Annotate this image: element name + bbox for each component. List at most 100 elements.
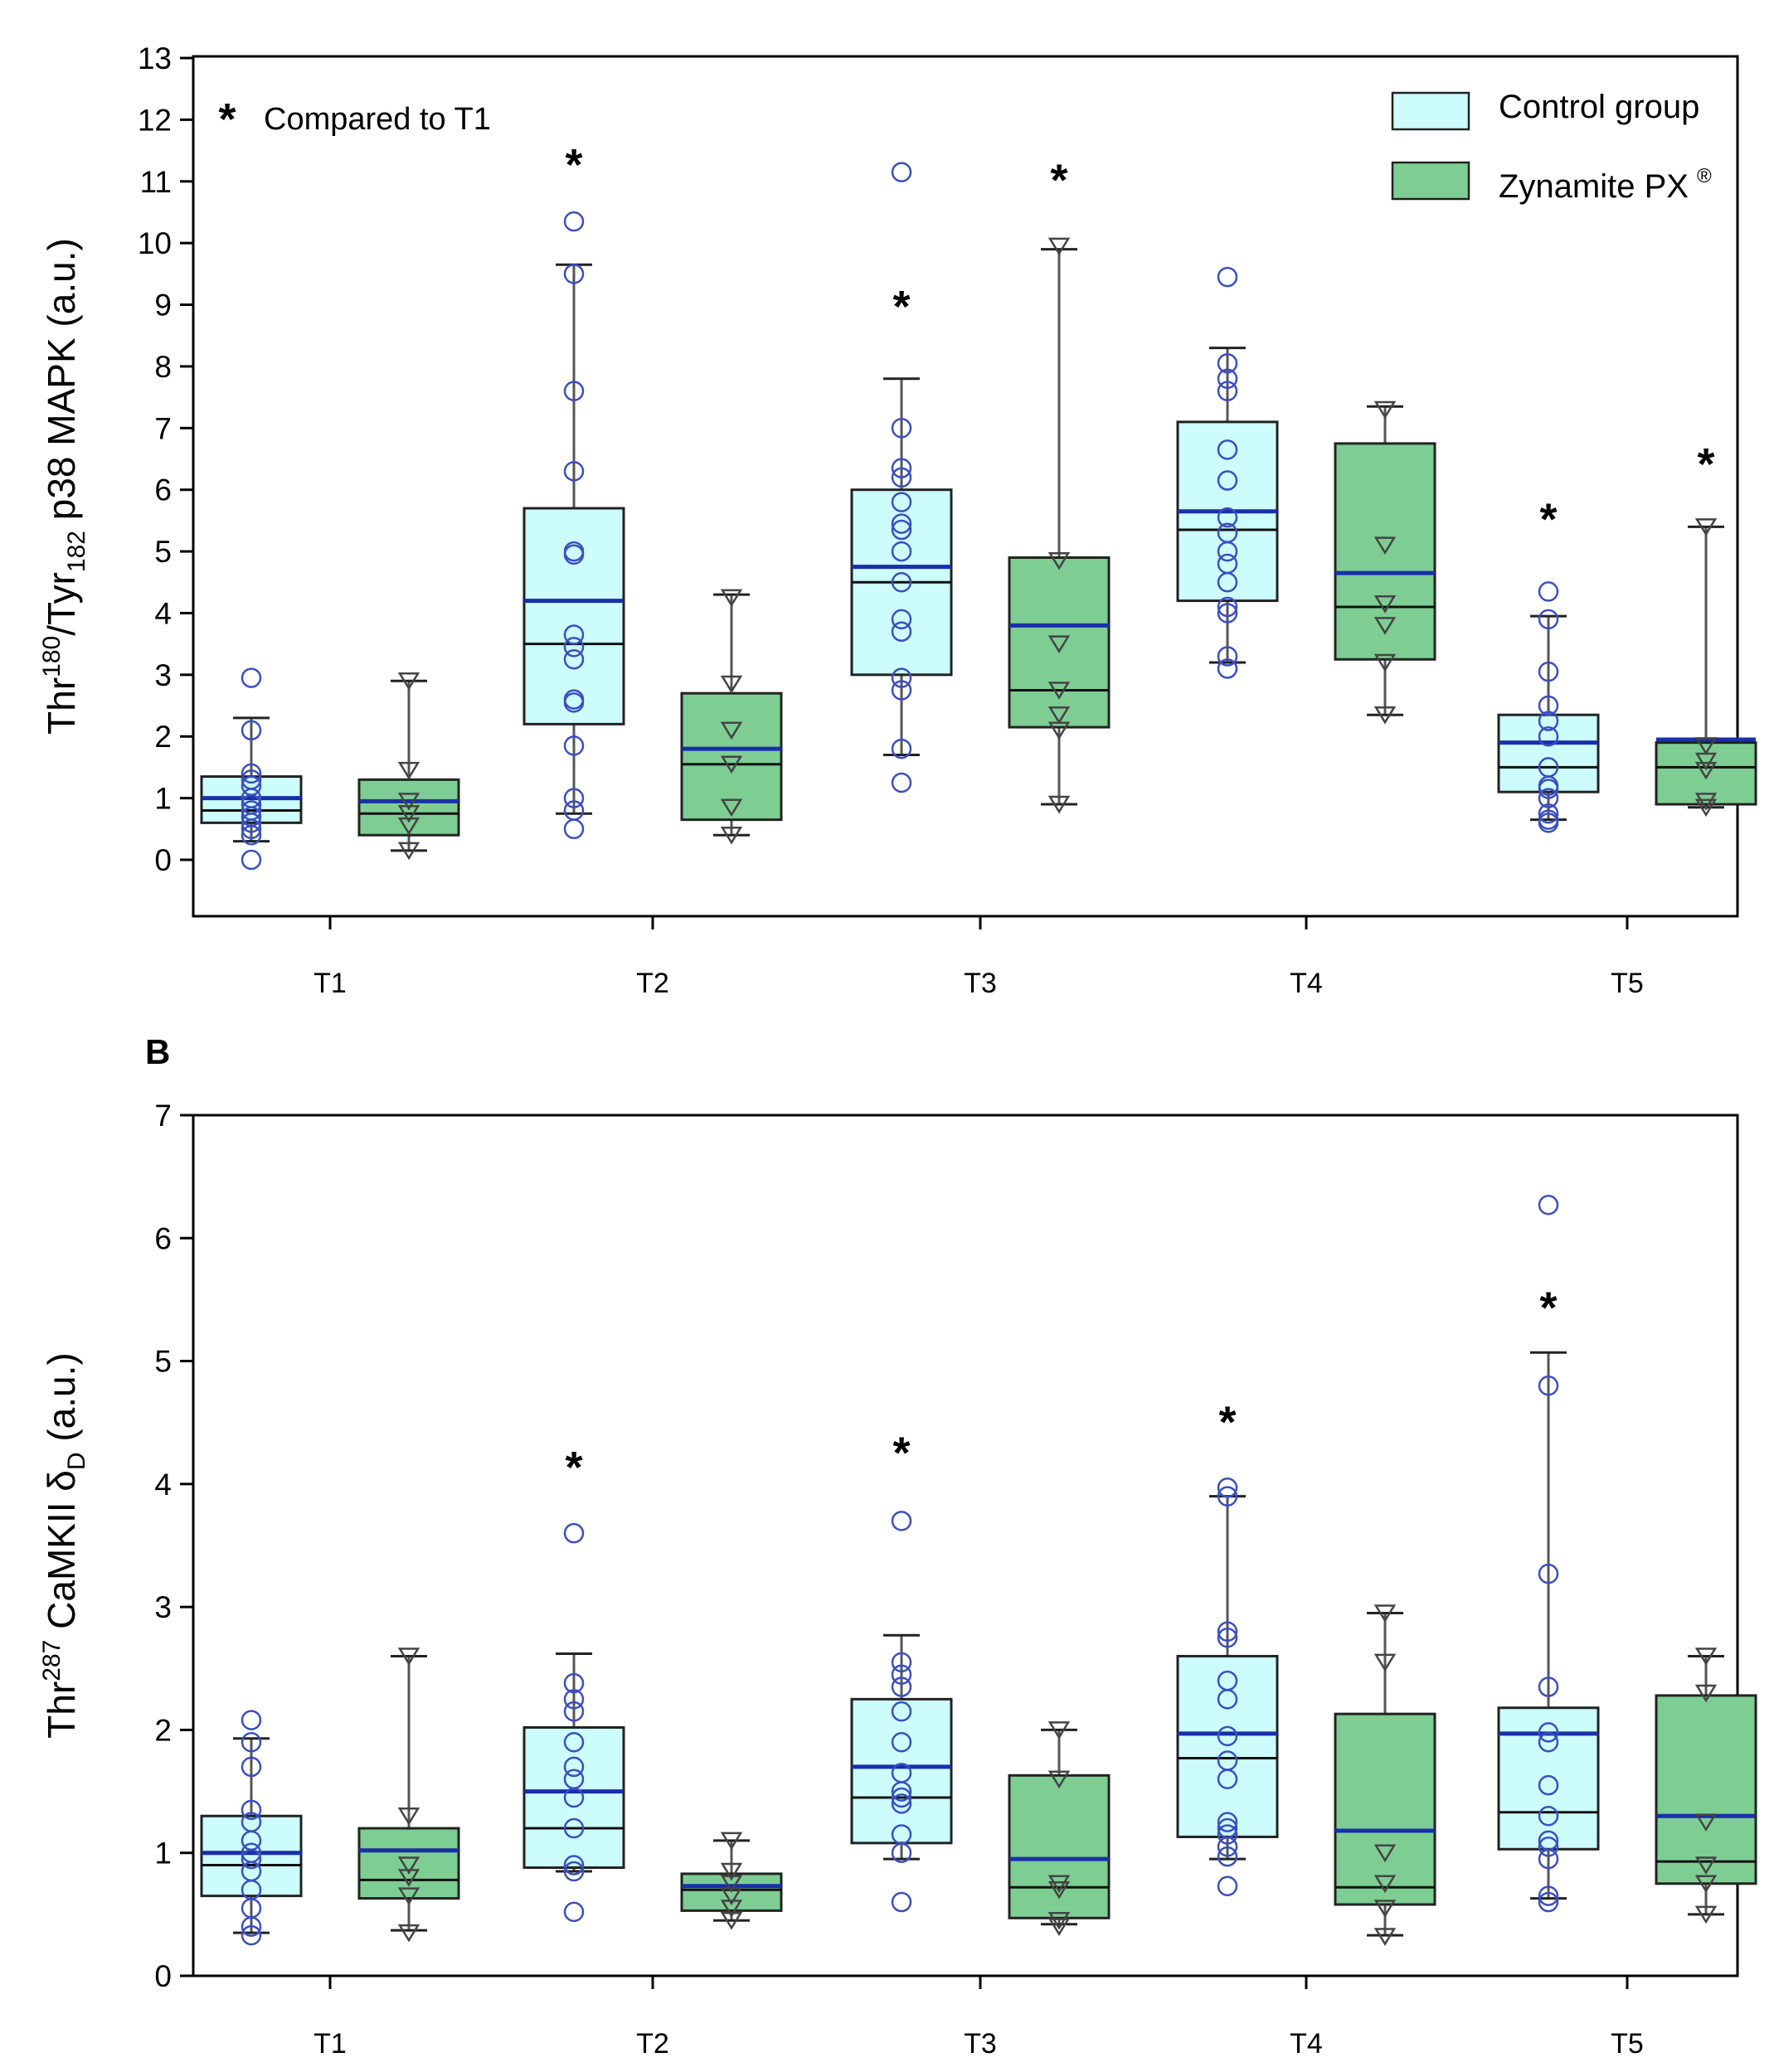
data-point-triangle	[1694, 1905, 1718, 1924]
data-point-circle	[1217, 1875, 1238, 1897]
data-point-circle	[563, 541, 585, 562]
data-point-circle	[1538, 788, 1559, 808]
y-tick-label: 6	[154, 473, 172, 507]
data-point-triangle	[1047, 706, 1071, 725]
significance-star: *	[892, 282, 910, 332]
data-point-circle	[563, 1701, 585, 1722]
data-point-triangle	[1373, 1653, 1397, 1672]
significance-star: *	[1697, 439, 1714, 489]
data-point-triangle	[1373, 595, 1397, 614]
data-point-circle	[563, 1689, 585, 1710]
box-iqr	[1655, 1694, 1757, 1885]
data-point-circle	[563, 1732, 585, 1753]
data-point-circle	[1538, 1774, 1559, 1796]
x-tick-label: T5	[1611, 968, 1644, 999]
data-point-circle	[563, 1672, 585, 1694]
data-point-circle	[563, 788, 585, 808]
data-point-circle	[1217, 553, 1238, 575]
data-point-triangle	[720, 798, 743, 818]
data-point-circle	[891, 162, 912, 182]
data-point-circle	[1217, 1846, 1238, 1867]
x-tick-label: T2	[636, 968, 669, 999]
y-tick-label: 2	[154, 720, 172, 754]
significance-star: *	[1539, 1283, 1557, 1332]
data-point-circle	[1217, 1627, 1238, 1648]
data-point-triangle	[1373, 400, 1397, 420]
data-point-triangle	[1373, 653, 1397, 672]
data-point-circle	[1217, 1670, 1238, 1691]
y-tick-label: 11	[140, 165, 172, 199]
zynamite-box-T3	[1008, 237, 1111, 814]
data-point-triangle	[397, 842, 420, 861]
y-tick-label: 7	[154, 1099, 172, 1133]
data-point-circle	[1538, 725, 1559, 747]
box-iqr	[1176, 1654, 1279, 1838]
zynamite-box-T5	[1655, 518, 1757, 818]
data-point-triangle	[720, 1862, 743, 1881]
data-point-circle	[1538, 1375, 1559, 1396]
data-point-circle	[891, 609, 912, 630]
panel-b-axes: 0 1 2 3 4 5 6 7 T1 T2 T3 T4 T5	[154, 1099, 1643, 2060]
data-point-triangle	[1373, 1900, 1397, 1918]
legend-control-swatch	[1391, 91, 1470, 131]
control-box-T1	[200, 667, 303, 871]
data-point-triangle	[1047, 237, 1071, 256]
data-point-circle	[1217, 1478, 1238, 1498]
legend: * Compared to T1 Control group Zynamite …	[218, 89, 1711, 205]
data-point-triangle	[1047, 1912, 1071, 1930]
significance-star: *	[565, 1443, 582, 1492]
data-point-circle	[241, 1710, 262, 1730]
y-axis-title-part: (a.u.)	[40, 1352, 83, 1452]
control-box-T5	[1497, 581, 1600, 833]
data-point-circle	[1217, 603, 1238, 624]
data-point-triangle	[1694, 761, 1718, 780]
data-point-circle	[563, 1522, 585, 1544]
data-point-circle	[1217, 522, 1238, 544]
box-iqr	[200, 1814, 303, 1898]
data-point-circle	[563, 1861, 585, 1882]
zynamite-box-T4	[1334, 1604, 1436, 1946]
data-point-circle	[563, 649, 585, 670]
y-axis-title-part: D	[63, 1452, 90, 1470]
y-tick-label: 9	[154, 289, 172, 323]
data-point-circle	[891, 667, 912, 688]
box-iqr	[357, 1827, 460, 1900]
data-point-circle	[241, 720, 262, 741]
legend-control-label: Control group	[1499, 89, 1699, 125]
data-point-triangle	[1694, 798, 1718, 818]
y-tick-label: 0	[154, 843, 172, 877]
data-point-triangle	[1694, 1684, 1718, 1703]
y-tick-label: 12	[138, 103, 172, 137]
data-point-triangle	[720, 1912, 743, 1930]
data-point-triangle	[397, 672, 420, 691]
data-point-circle	[563, 1756, 585, 1778]
data-point-circle	[241, 763, 262, 784]
data-point-circle	[563, 1817, 585, 1839]
data-point-circle	[241, 1799, 262, 1821]
data-point-triangle	[397, 793, 420, 811]
data-point-circle	[891, 621, 912, 643]
data-point-triangle	[1373, 617, 1397, 635]
significance-star: *	[1218, 1397, 1236, 1447]
data-point-circle	[891, 1652, 912, 1673]
data-point-circle	[1217, 439, 1238, 460]
data-point-circle	[891, 772, 912, 793]
legend-note-text: Compared to T1	[264, 102, 491, 137]
data-point-circle	[1217, 266, 1238, 288]
panel-a-plot-area	[192, 55, 1739, 918]
control-box-T5	[1497, 1194, 1600, 1913]
data-point-circle	[1538, 711, 1559, 731]
x-tick-label: T3	[964, 2028, 997, 2060]
data-point-circle	[1538, 661, 1559, 682]
data-point-triangle	[1694, 1856, 1718, 1875]
data-point-circle	[1538, 581, 1559, 602]
data-point-triangle	[1694, 1813, 1718, 1832]
data-point-triangle	[397, 1807, 420, 1826]
data-point-circle	[563, 381, 585, 401]
y-axis-title-part: 182	[63, 531, 90, 572]
panel-b-y-axis-title: Thr287 CaMKII δD (a.u.)	[38, 1352, 90, 1738]
data-point-circle	[563, 1769, 585, 1789]
data-point-triangle	[397, 1856, 420, 1875]
data-point-circle	[563, 1855, 585, 1875]
